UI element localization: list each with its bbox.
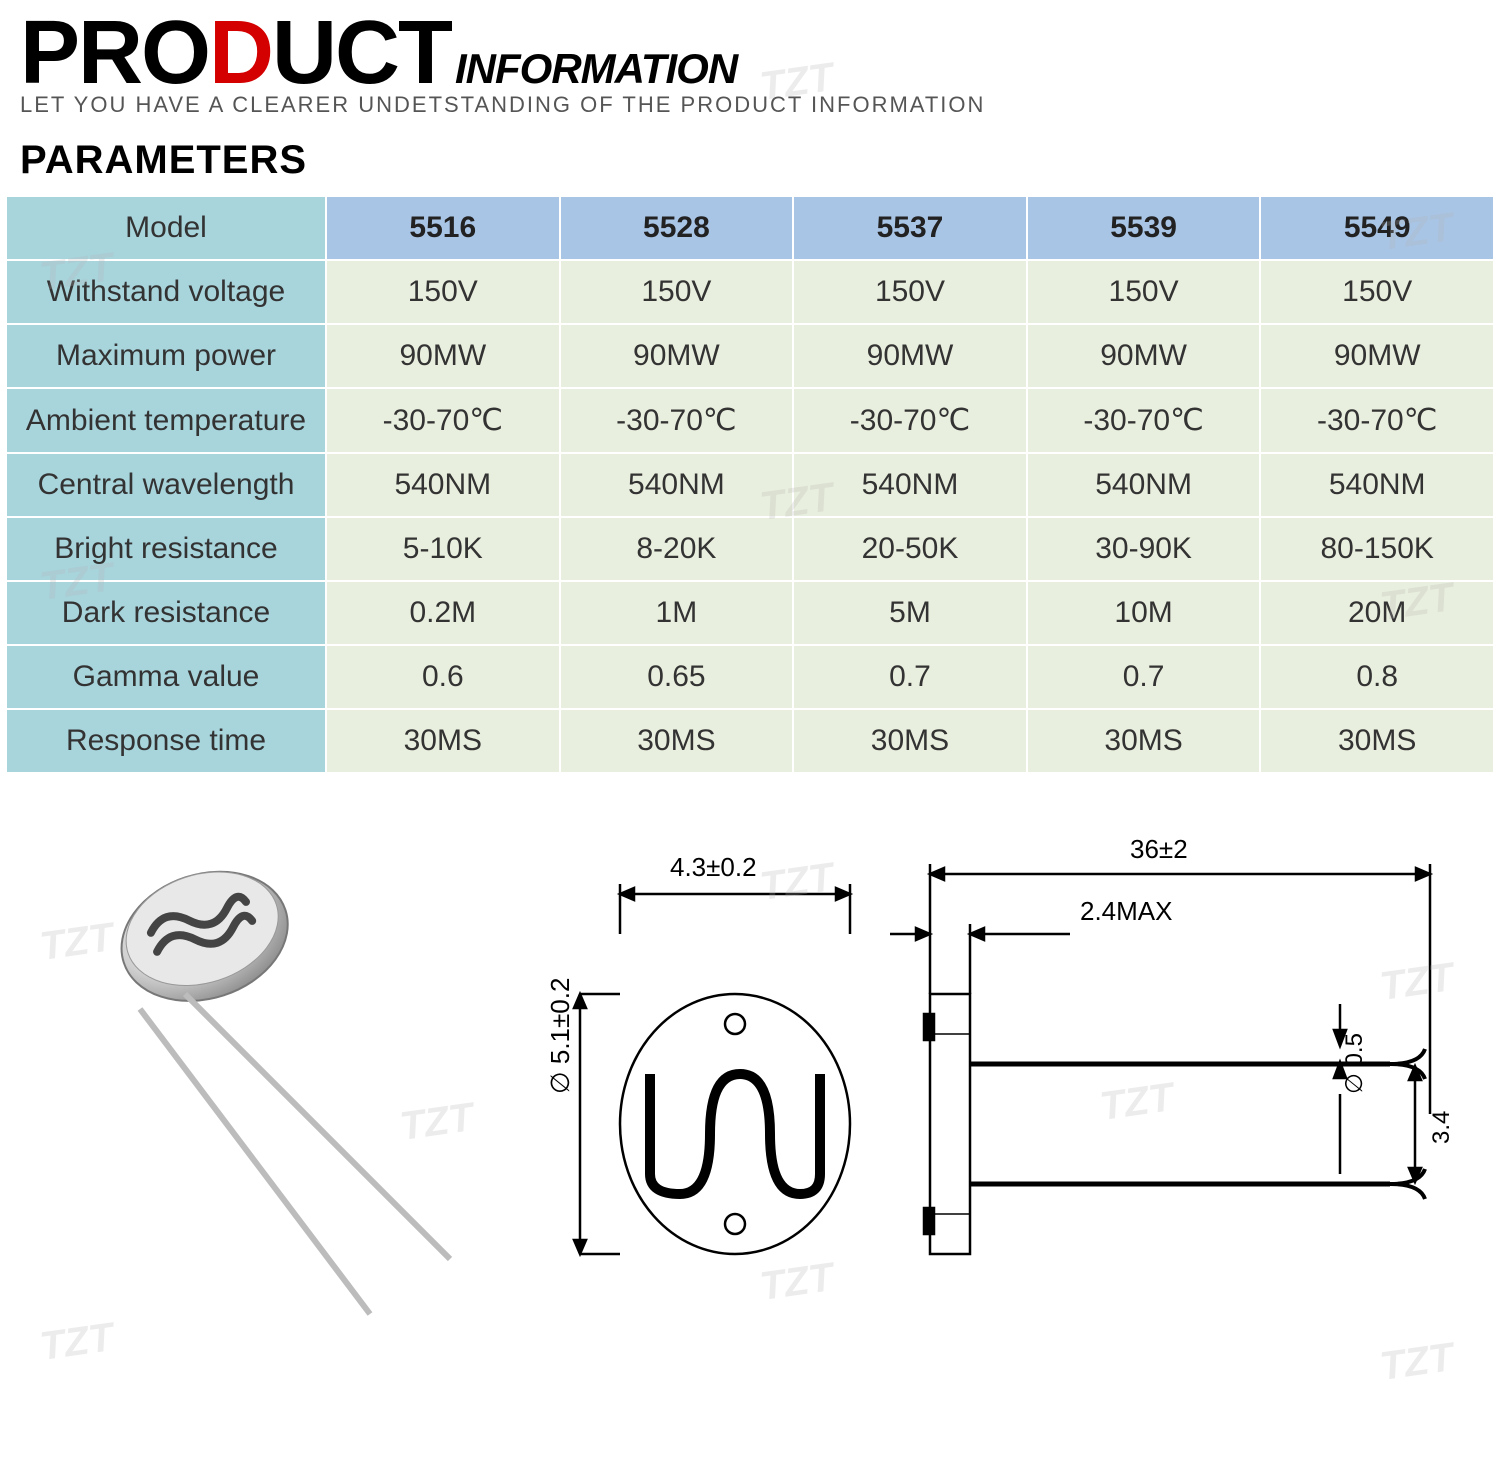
table-cell: 150V [326,260,560,324]
table-cell: 30MS [793,709,1027,773]
table-row: Maximum power90MW90MW90MW90MW90MW [6,324,1494,388]
table-row-header: Gamma value [6,645,326,709]
title-row: PRODUCT INFORMATION [20,8,1480,98]
table-row-header: Ambient temperature [6,388,326,453]
table-cell: -30-70℃ [560,388,794,453]
table-cell: 540NM [326,453,560,517]
table-row: Response time30MS30MS30MS30MS30MS [6,709,1494,773]
table-cell: 10M [1027,581,1261,645]
table-cell: 1M [560,581,794,645]
table-row: Bright resistance5-10K8-20K20-50K30-90K8… [6,517,1494,581]
table-cell: 540NM [793,453,1027,517]
table-cell: 90MW [560,324,794,388]
dim-width: 4.3±0.2 [670,852,757,883]
title-d: D [209,3,272,103]
table-column-header: 5539 [1027,196,1261,260]
product-title: PRODUCT [20,8,451,98]
table-row-header: Maximum power [6,324,326,388]
title-pro: PRO [20,3,209,103]
ldr-drawing: 4.3±0.2 ∅ 5.1±0.2 36±2 2.4MAX ∅ 0.5 3.4 [550,834,1480,1354]
table-cell: 8-20K [560,517,794,581]
table-cell: 150V [793,260,1027,324]
table-row: Dark resistance0.2M1M5M10M20M [6,581,1494,645]
table-cell: 80-150K [1260,517,1494,581]
dim-lead-dia: ∅ 0.5 [1340,1033,1369,1094]
table-cell: 540NM [1260,453,1494,517]
ldr-photo [20,834,520,1354]
table-cell: 90MW [1027,324,1261,388]
table-cell: 0.8 [1260,645,1494,709]
table-cell: 0.65 [560,645,794,709]
table-row-header: Central wavelength [6,453,326,517]
parameters-table: Model55165528553755395549Withstand volta… [5,195,1495,774]
table-cell: -30-70℃ [1027,388,1261,453]
table-row-header: Response time [6,709,326,773]
table-row: Withstand voltage150V150V150V150V150V [6,260,1494,324]
header: PRODUCT INFORMATION LET YOU HAVE A CLEAR… [0,0,1500,118]
table-cell: 30MS [560,709,794,773]
table-cell: 20M [1260,581,1494,645]
table-cell: 540NM [560,453,794,517]
table-corner: Model [6,196,326,260]
table-cell: 0.7 [793,645,1027,709]
table-cell: 0.7 [1027,645,1261,709]
dim-diameter: ∅ 5.1±0.2 [545,978,576,1094]
table-row: Central wavelength540NM540NM540NM540NM54… [6,453,1494,517]
table-row-header: Withstand voltage [6,260,326,324]
table-row: Ambient temperature-30-70℃-30-70℃-30-70℃… [6,388,1494,453]
table-body: Model55165528553755395549Withstand volta… [6,196,1494,773]
table-cell: 540NM [1027,453,1261,517]
table-column-header: 5537 [793,196,1027,260]
dim-thickness: 2.4MAX [1080,896,1173,927]
table-column-header: 5549 [1260,196,1494,260]
table-cell: 30MS [326,709,560,773]
dim-spacing: 3.4 [1428,1111,1456,1144]
section-title: PARAMETERS [20,138,1500,183]
table-cell: 90MW [326,324,560,388]
table-cell: 20-50K [793,517,1027,581]
table-cell: 5-10K [326,517,560,581]
subtitle: LET YOU HAVE A CLEARER UNDETSTANDING OF … [20,92,1480,118]
table-cell: 0.2M [326,581,560,645]
table-cell: 0.6 [326,645,560,709]
table-cell: 150V [1260,260,1494,324]
dim-length: 36±2 [1130,834,1188,865]
table-cell: 5M [793,581,1027,645]
table-cell: 90MW [1260,324,1494,388]
table-cell: 150V [1027,260,1261,324]
table-cell: 30-90K [1027,517,1261,581]
table-cell: 30MS [1027,709,1261,773]
table-cell: -30-70℃ [793,388,1027,453]
table-cell: -30-70℃ [326,388,560,453]
table-row: Gamma value0.60.650.70.70.8 [6,645,1494,709]
table-row-header: Dark resistance [6,581,326,645]
table-column-header: 5528 [560,196,794,260]
table-cell: -30-70℃ [1260,388,1494,453]
diagram-area: 4.3±0.2 ∅ 5.1±0.2 36±2 2.4MAX ∅ 0.5 3.4 [0,834,1500,1354]
table-cell: 90MW [793,324,1027,388]
table-row-header: Bright resistance [6,517,326,581]
table-column-header: 5516 [326,196,560,260]
table-cell: 30MS [1260,709,1494,773]
title-uct: UCT [272,3,451,103]
table-cell: 150V [560,260,794,324]
title-information: INFORMATION [455,45,737,93]
